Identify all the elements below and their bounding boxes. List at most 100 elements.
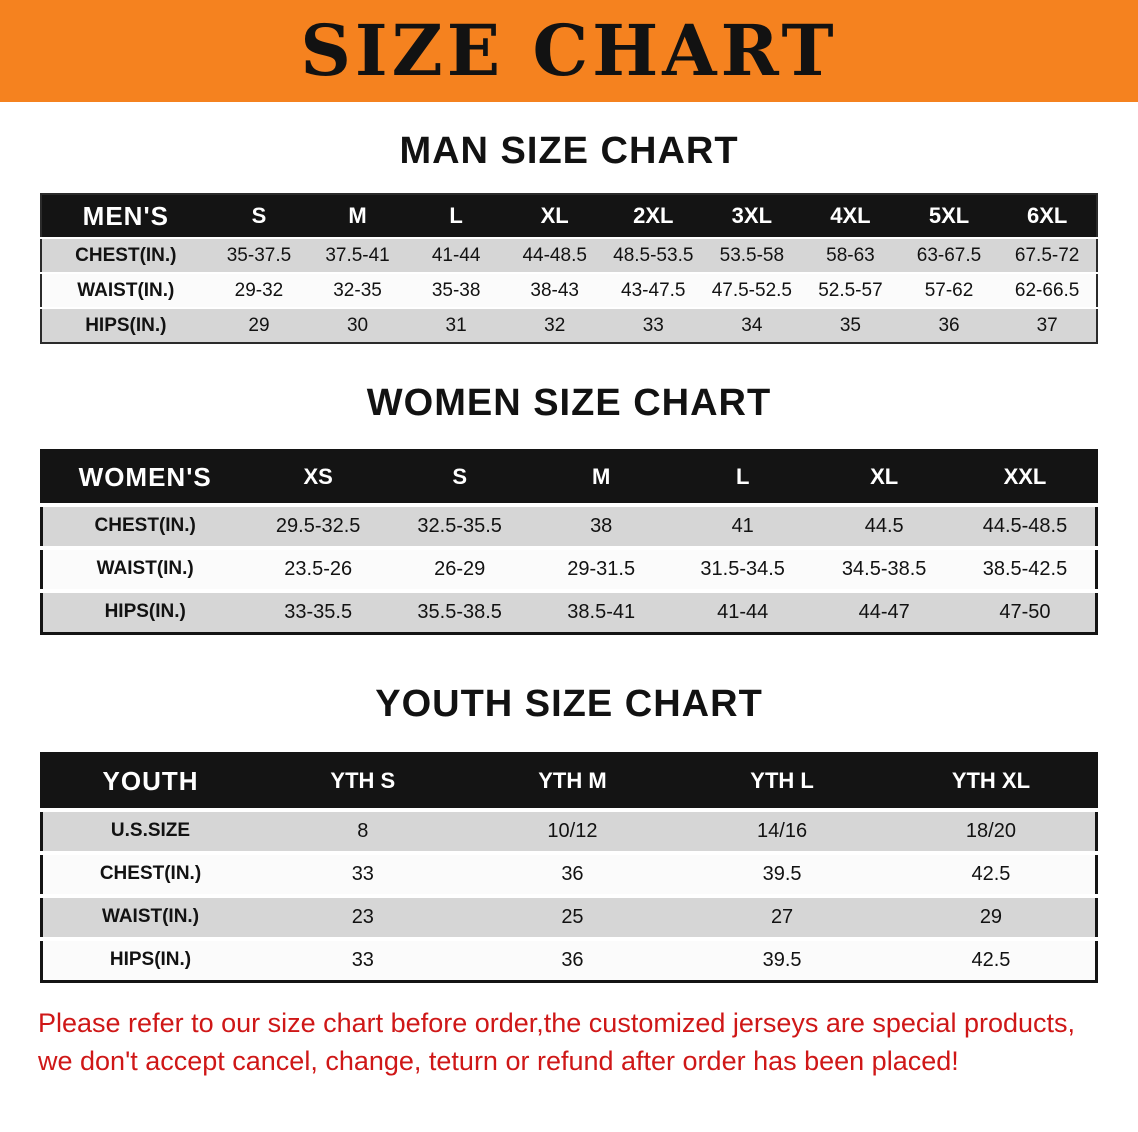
row-label: WAIST(IN.) [101, 906, 200, 927]
data-cell: 39.5 [762, 862, 802, 885]
table-row: CHEST(IN.) 29.5-32.5 32.5-35.5 38 41 44.5 44.5… [41, 504, 1097, 548]
table-row: HIPS(IN.) 29 30 31 32 33 34 35 36 37 [41, 308, 1097, 343]
data-cell: 33 [351, 862, 374, 885]
data-cell: 38.5-42.5 [982, 557, 1068, 580]
size-header-cell: 3XL [731, 203, 773, 228]
size-header-cell: XL [870, 464, 899, 490]
row-label: CHEST(IN.) [94, 515, 196, 536]
data-cell: 53.5-58 [719, 244, 785, 266]
data-cell: 63-67.5 [916, 244, 982, 266]
data-cell: 29-31.5 [567, 557, 636, 580]
data-cell: 41-44 [717, 600, 769, 623]
data-cell: 36 [938, 314, 960, 336]
data-cell: 32-35 [333, 279, 382, 301]
data-cell: 31.5-34.5 [700, 557, 785, 580]
women-chart-heading: WOMEN SIZE CHART [366, 382, 772, 424]
youth-chart-heading: YOUTH SIZE CHART [375, 683, 763, 725]
size-header-cell: 5XL [928, 203, 970, 228]
data-cell: 37.5-41 [325, 244, 390, 266]
tables-container: MAN SIZE CHART MEN'S S M L XL 2XL 3XL 4XL 5XL 6XL C… [0, 102, 1138, 983]
table-row: WAIST(IN.) 23.5-26 26-29 29-31.5 31.5-34.5 34… [41, 547, 1097, 591]
row-label: HIPS(IN.) [85, 314, 167, 336]
data-cell: 44.5-48.5 [982, 514, 1068, 537]
data-cell: 44.5 [864, 514, 904, 537]
women-size-chart-section: WOMEN SIZE CHART WOMEN'S XS S M L XL XXL CHEST(I… [0, 344, 1138, 635]
data-cell: 33 [351, 948, 374, 971]
data-cell: 26-29 [434, 557, 486, 580]
data-cell: 58-63 [826, 244, 875, 266]
table-row: WAIST(IN.) 23 25 27 29 [41, 895, 1097, 939]
disclaimer-line-2: we don't accept cancel, change, teturn o… [38, 1045, 959, 1076]
data-cell: 35.5-38.5 [417, 600, 502, 623]
disclaimer: Please refer to our size chart before or… [0, 983, 1138, 1081]
data-cell: 48.5-53.5 [613, 244, 694, 266]
data-cell: 34.5-38.5 [841, 557, 927, 580]
data-cell: 27 [770, 905, 794, 928]
header-row: YOUTH YTH S YTH M YTH L YTH XL [41, 753, 1097, 810]
youth-size-chart-section: YOUTH SIZE CHART YOUTH YTH S YTH M YTH L YTH … [0, 635, 1138, 983]
data-cell: 37 [1036, 314, 1058, 336]
data-cell: 44-47 [858, 600, 910, 623]
table-row: WAIST(IN.) 29-32 32-35 35-38 38-43 43-47.5 47.… [41, 273, 1097, 308]
size-header-cell: S [251, 203, 267, 228]
size-header-cell: M [348, 203, 367, 228]
data-cell: 62-66.5 [1014, 279, 1080, 301]
row-label: HIPS(IN.) [109, 949, 192, 971]
data-cell: 47.5-52.5 [711, 279, 792, 301]
data-cell: 39.5 [762, 948, 802, 971]
data-cell: 14/16 [757, 819, 808, 842]
row-label: HIPS(IN.) [104, 601, 186, 623]
data-cell: 35 [839, 314, 861, 336]
data-cell: 29-32 [234, 279, 284, 301]
table-title-cell: MEN'S [82, 200, 169, 231]
data-cell: 36 [561, 862, 584, 885]
table-row: U.S.SIZE 8 10/12 14/16 18/20 [41, 809, 1097, 853]
men-size-chart-section: MAN SIZE CHART MEN'S S M L XL 2XL 3XL 4XL 5XL 6XL C… [0, 102, 1138, 344]
table-row: CHEST(IN.) 35-37.5 37.5-41 41-44 44-48.5 48.5… [41, 238, 1097, 273]
size-header-cell: XS [303, 464, 333, 490]
row-label: U.S.SIZE [110, 820, 191, 841]
data-cell: 31 [445, 314, 467, 336]
header-row: MEN'S S M L XL 2XL 3XL 4XL 5XL 6XL [41, 194, 1097, 238]
data-cell: 32 [544, 314, 566, 336]
size-header-cell: L [735, 464, 750, 490]
women-size-table: WOMEN'S XS S M L XL XXL CHEST(IN.) 29.5-32.5 32.5… [40, 449, 1098, 635]
size-header-cell: S [452, 464, 468, 490]
data-cell: 52.5-57 [818, 279, 883, 301]
data-cell: 34 [741, 314, 763, 336]
size-header-cell: 6XL [1026, 203, 1068, 228]
size-header-cell: YTH S [330, 768, 396, 794]
banner: SIZE CHART [0, 0, 1138, 102]
row-label: WAIST(IN.) [77, 279, 175, 301]
data-cell: 44-48.5 [522, 244, 587, 266]
data-cell: 43-47.5 [621, 279, 686, 301]
data-cell: 30 [346, 314, 369, 336]
size-header-cell: YTH L [750, 768, 814, 794]
data-cell: 10/12 [547, 819, 598, 842]
data-cell: 38.5-41 [567, 600, 636, 623]
data-cell: 32.5-35.5 [417, 514, 502, 537]
data-cell: 38 [590, 514, 613, 537]
size-header-cell: 2XL [633, 203, 674, 228]
data-cell: 8 [357, 819, 369, 842]
men-chart-heading: MAN SIZE CHART [399, 130, 739, 172]
data-cell: 41-44 [431, 244, 481, 266]
data-cell: 29 [248, 314, 270, 336]
row-label: CHEST(IN.) [75, 244, 177, 266]
page-title: SIZE CHART [300, 9, 838, 92]
data-cell: 18/20 [965, 819, 1016, 842]
data-cell: 35-37.5 [226, 244, 292, 266]
disclaimer-line-1: Please refer to our size chart before or… [38, 1008, 1076, 1038]
table-row: HIPS(IN.) 33-35.5 35.5-38.5 38.5-41 41-44 44-… [41, 590, 1097, 634]
data-cell: 33-35.5 [284, 600, 353, 623]
data-cell: 29 [979, 905, 1003, 928]
youth-size-table: YOUTH YTH S YTH M YTH L YTH XL U.S.SIZE 8 10/12… [40, 752, 1098, 983]
data-cell: 41 [731, 514, 754, 537]
data-cell: 42.5 [971, 948, 1011, 971]
men-size-table: MEN'S S M L XL 2XL 3XL 4XL 5XL 6XL CHEST(IN.) 35-37… [40, 193, 1098, 344]
size-header-cell: XL [540, 203, 569, 228]
size-header-cell: L [449, 203, 463, 228]
size-header-cell: YTH XL [951, 768, 1031, 794]
data-cell: 42.5 [971, 862, 1011, 885]
table-row: HIPS(IN.) 33 36 39.5 42.5 [41, 938, 1097, 982]
